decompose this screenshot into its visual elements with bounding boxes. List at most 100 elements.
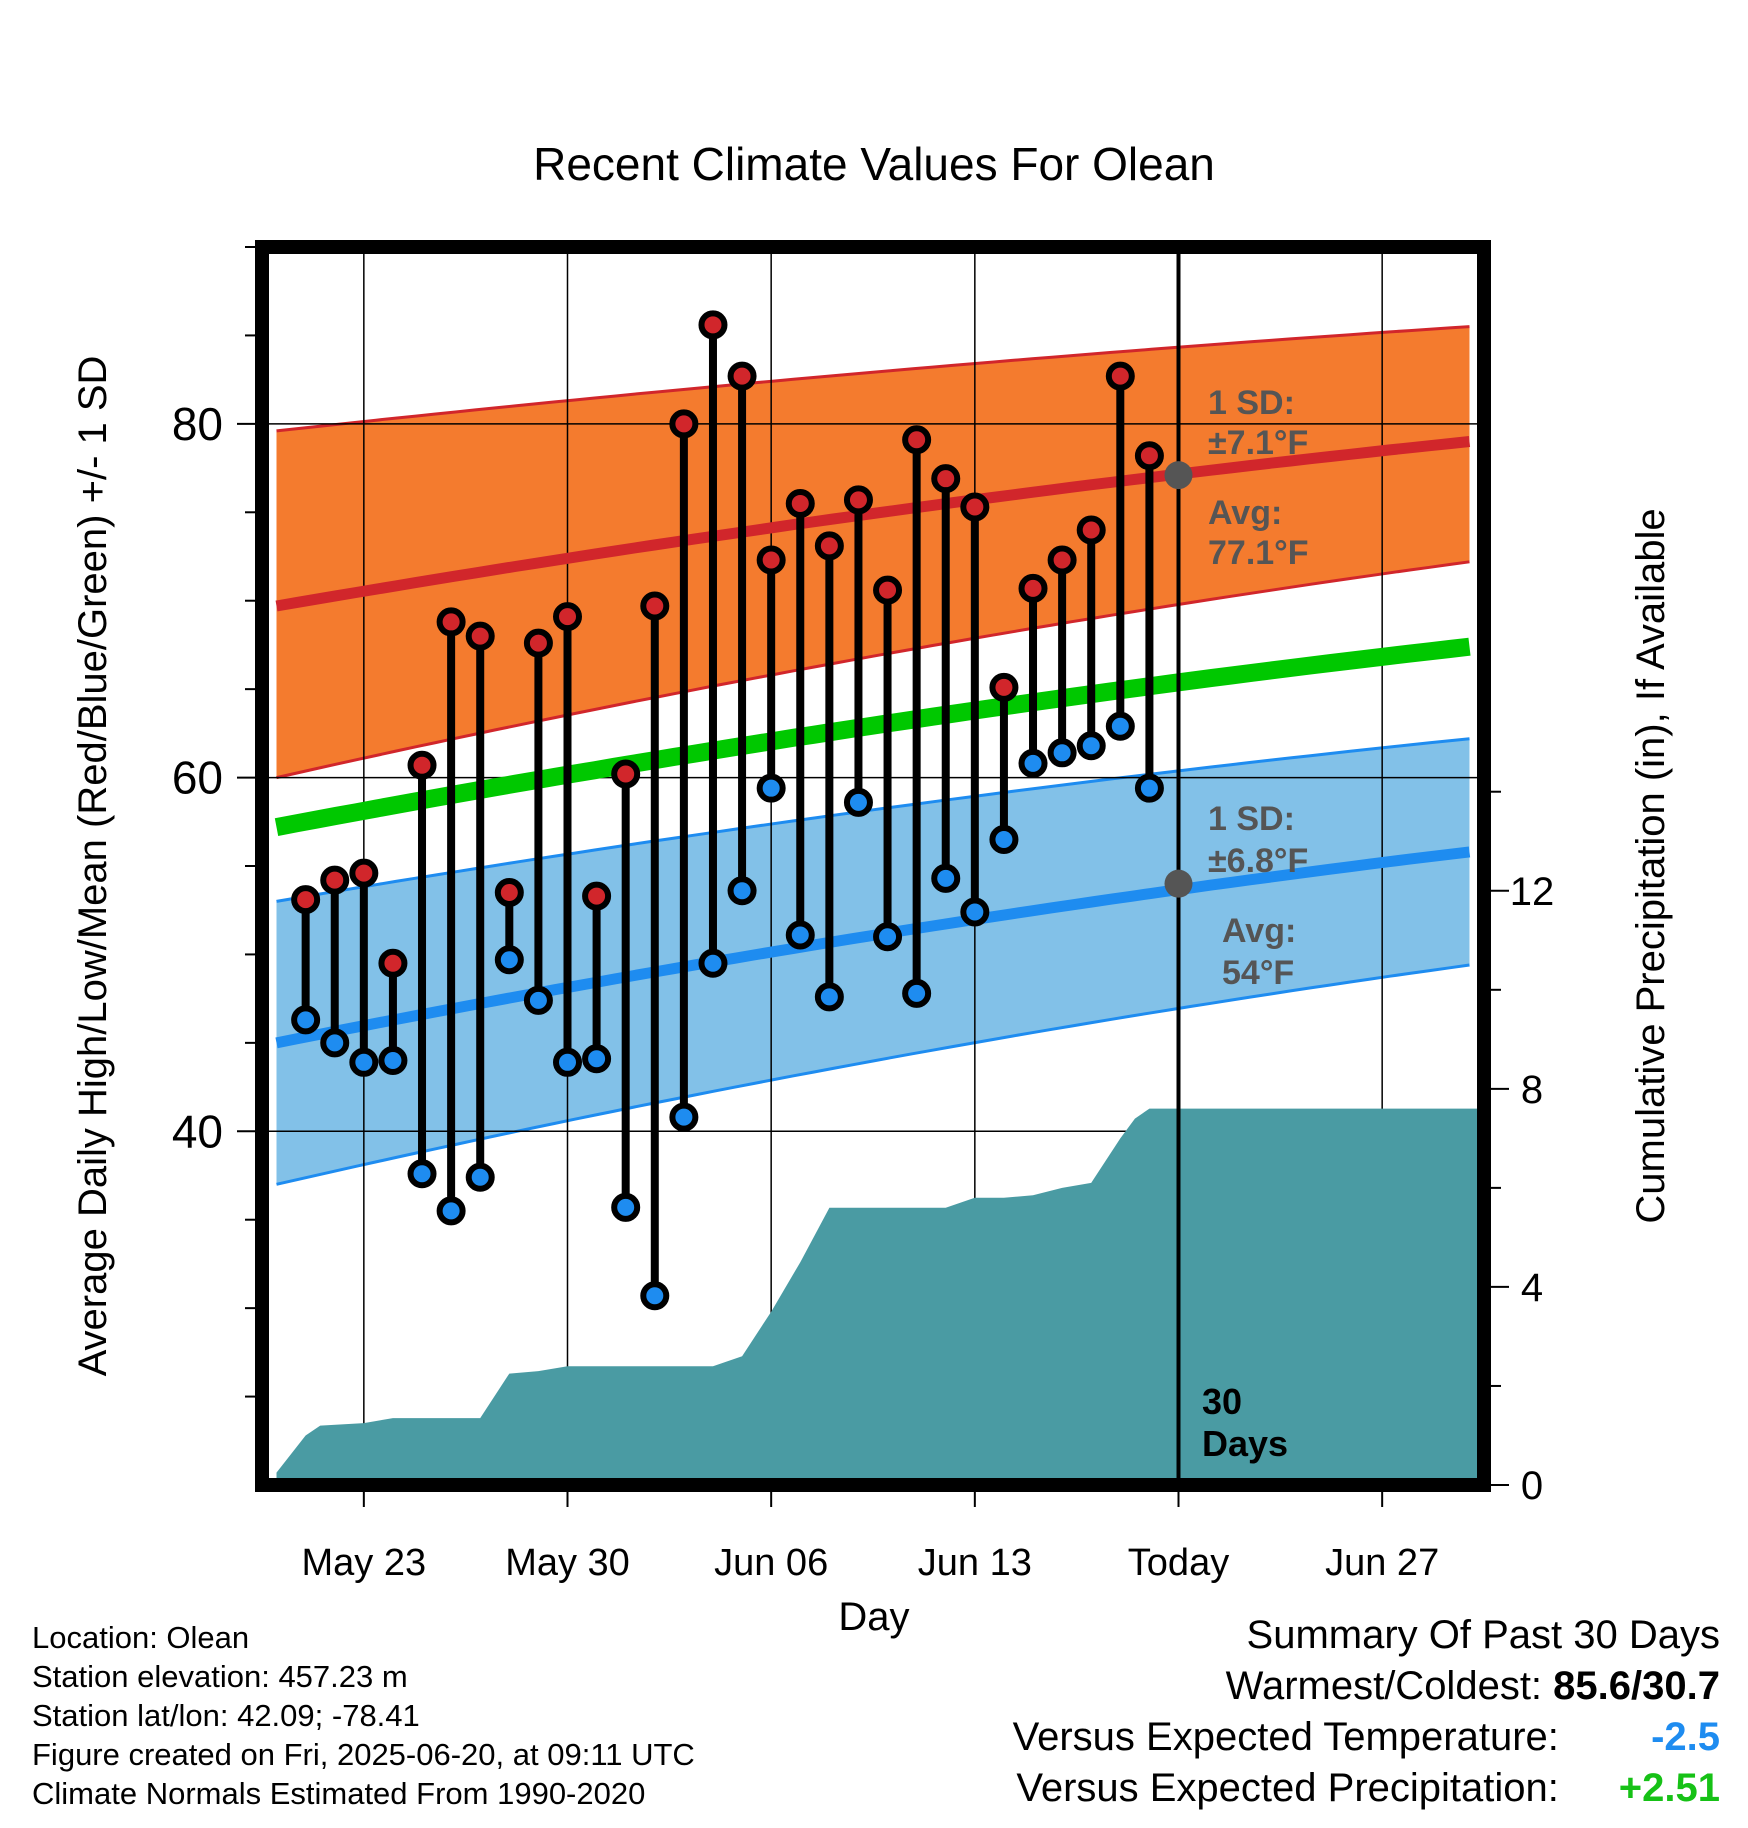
daily-high-point <box>465 621 495 651</box>
period-unit: Days <box>1202 1423 1288 1464</box>
daily-low-point <box>698 948 728 978</box>
y-tick-label: 40 <box>172 1105 223 1157</box>
high-sd-band <box>276 326 1470 778</box>
station-metadata: Location: Olean Station elevation: 457.2… <box>32 1618 695 1813</box>
observations <box>291 310 1164 1311</box>
x-tick-label: Today <box>1128 1542 1229 1584</box>
temp-label: Versus Expected Temperature: <box>1012 1715 1559 1759</box>
y-tick-label: 80 <box>172 398 223 450</box>
daily-low-point <box>582 1044 612 1074</box>
low-lower-edge <box>276 963 1470 1186</box>
daily-low-point <box>494 945 524 975</box>
low-sd-value: ±6.8°F <box>1208 842 1308 880</box>
today-high-avg-marker <box>1164 461 1193 490</box>
y-axis-label: Average Daily High/Low/Mean (Red/Blue/Gr… <box>71 356 115 1377</box>
created-text: Figure created on Fri, 2025-06-20, at 09… <box>32 1737 695 1772</box>
daily-low-point <box>291 1005 321 1035</box>
daily-low-point <box>960 897 990 927</box>
temp-value: -2.5 <box>1651 1715 1720 1759</box>
daily-high-point <box>931 464 961 494</box>
high-normal-line <box>275 436 1471 612</box>
daily-high-point <box>814 531 844 561</box>
daily-high-point <box>785 488 815 518</box>
warm-cold-value: 85.6/30.7 <box>1553 1664 1720 1708</box>
summary-panel: Summary Of Past 30 Days Warmest/Coldest:… <box>1013 1610 1720 1814</box>
low-avg-label: Avg: <box>1222 912 1296 950</box>
daily-low-point <box>1105 711 1135 741</box>
daily-low-point <box>436 1196 466 1226</box>
latlon-text: Station lat/lon: 42.09; -78.41 <box>32 1698 420 1733</box>
warm-cold-label: Warmest/Coldest: <box>1225 1664 1543 1708</box>
daily-low-point <box>611 1192 641 1222</box>
daily-high-point <box>902 425 932 455</box>
daily-low-point <box>1047 738 1077 768</box>
daily-low-point <box>1134 773 1164 803</box>
precipitation-area <box>276 1108 1484 1485</box>
daily-low-point <box>1076 731 1106 761</box>
daily-low-point <box>669 1102 699 1132</box>
daily-high-point <box>582 881 612 911</box>
summary-row-warm-cold: Warmest/Coldest: 85.6/30.7 <box>1013 1661 1720 1712</box>
low-normal-line <box>275 846 1471 1049</box>
daily-low-point <box>756 773 786 803</box>
chart-title: Recent Climate Values For Olean <box>533 138 1215 190</box>
daily-high-point <box>843 485 873 515</box>
daily-low-point <box>902 978 932 1008</box>
y-tick-label: 60 <box>172 752 223 804</box>
x-tick-label: May 30 <box>505 1542 630 1584</box>
x-tick-label: Jun 13 <box>918 1542 1032 1584</box>
y2-tick-label: 12 <box>1510 870 1555 914</box>
elevation-text: Station elevation: 457.23 m <box>32 1659 408 1694</box>
y2-tick-label: 4 <box>1521 1266 1543 1310</box>
high-sd-value: ±7.1°F <box>1208 424 1308 462</box>
period-number: 30 <box>1202 1381 1242 1422</box>
daily-high-point <box>523 628 553 658</box>
daily-low-point <box>349 1047 379 1077</box>
summary-row-precip: Versus Expected Precipitation: +2.51 <box>1013 1763 1720 1814</box>
precip-label: Versus Expected Precipitation: <box>1016 1766 1559 1810</box>
normals-text: Climate Normals Estimated From 1990-2020 <box>32 1776 646 1811</box>
daily-high-point <box>698 310 728 340</box>
high-lower-edge <box>276 560 1470 780</box>
daily-low-point <box>640 1281 670 1311</box>
summary-row-temp: Versus Expected Temperature: -2.5 <box>1013 1712 1720 1763</box>
daily-high-point <box>960 492 990 522</box>
daily-low-point <box>1018 748 1048 778</box>
daily-low-point <box>727 876 757 906</box>
x-tick-label: Jun 06 <box>714 1542 828 1584</box>
daily-high-point <box>989 672 1019 702</box>
daily-high-point <box>611 759 641 789</box>
low-sd-label: 1 SD: <box>1208 800 1295 838</box>
mean-normal-line <box>274 637 1471 836</box>
daily-high-point <box>640 591 670 621</box>
high-avg-value: 77.1°F <box>1208 534 1309 572</box>
high-upper-edge <box>276 325 1470 433</box>
location-text: Location: Olean <box>32 1620 250 1655</box>
daily-low-point <box>931 863 961 893</box>
daily-high-point <box>756 545 786 575</box>
precip-cumulative-area <box>276 1108 1484 1485</box>
daily-high-point <box>378 948 408 978</box>
daily-high-point <box>407 750 437 780</box>
daily-high-point <box>1134 441 1164 471</box>
daily-low-point <box>873 922 903 952</box>
daily-high-point <box>1018 573 1048 603</box>
y2-tick-label: 0 <box>1521 1464 1543 1508</box>
daily-low-point <box>989 824 1019 854</box>
precip-value: +2.51 <box>1618 1766 1720 1810</box>
high-sd-label: 1 SD: <box>1208 384 1295 422</box>
daily-high-point <box>1105 361 1135 391</box>
daily-low-point <box>465 1162 495 1192</box>
summary-title: Summary Of Past 30 Days <box>1246 1613 1720 1657</box>
daily-high-point <box>320 865 350 895</box>
daily-low-point <box>320 1028 350 1058</box>
daily-high-point <box>727 361 757 391</box>
daily-low-point <box>407 1159 437 1189</box>
daily-high-point <box>553 602 582 632</box>
daily-high-point <box>669 409 699 439</box>
daily-high-point <box>349 858 379 888</box>
low-avg-value: 54°F <box>1222 954 1294 992</box>
